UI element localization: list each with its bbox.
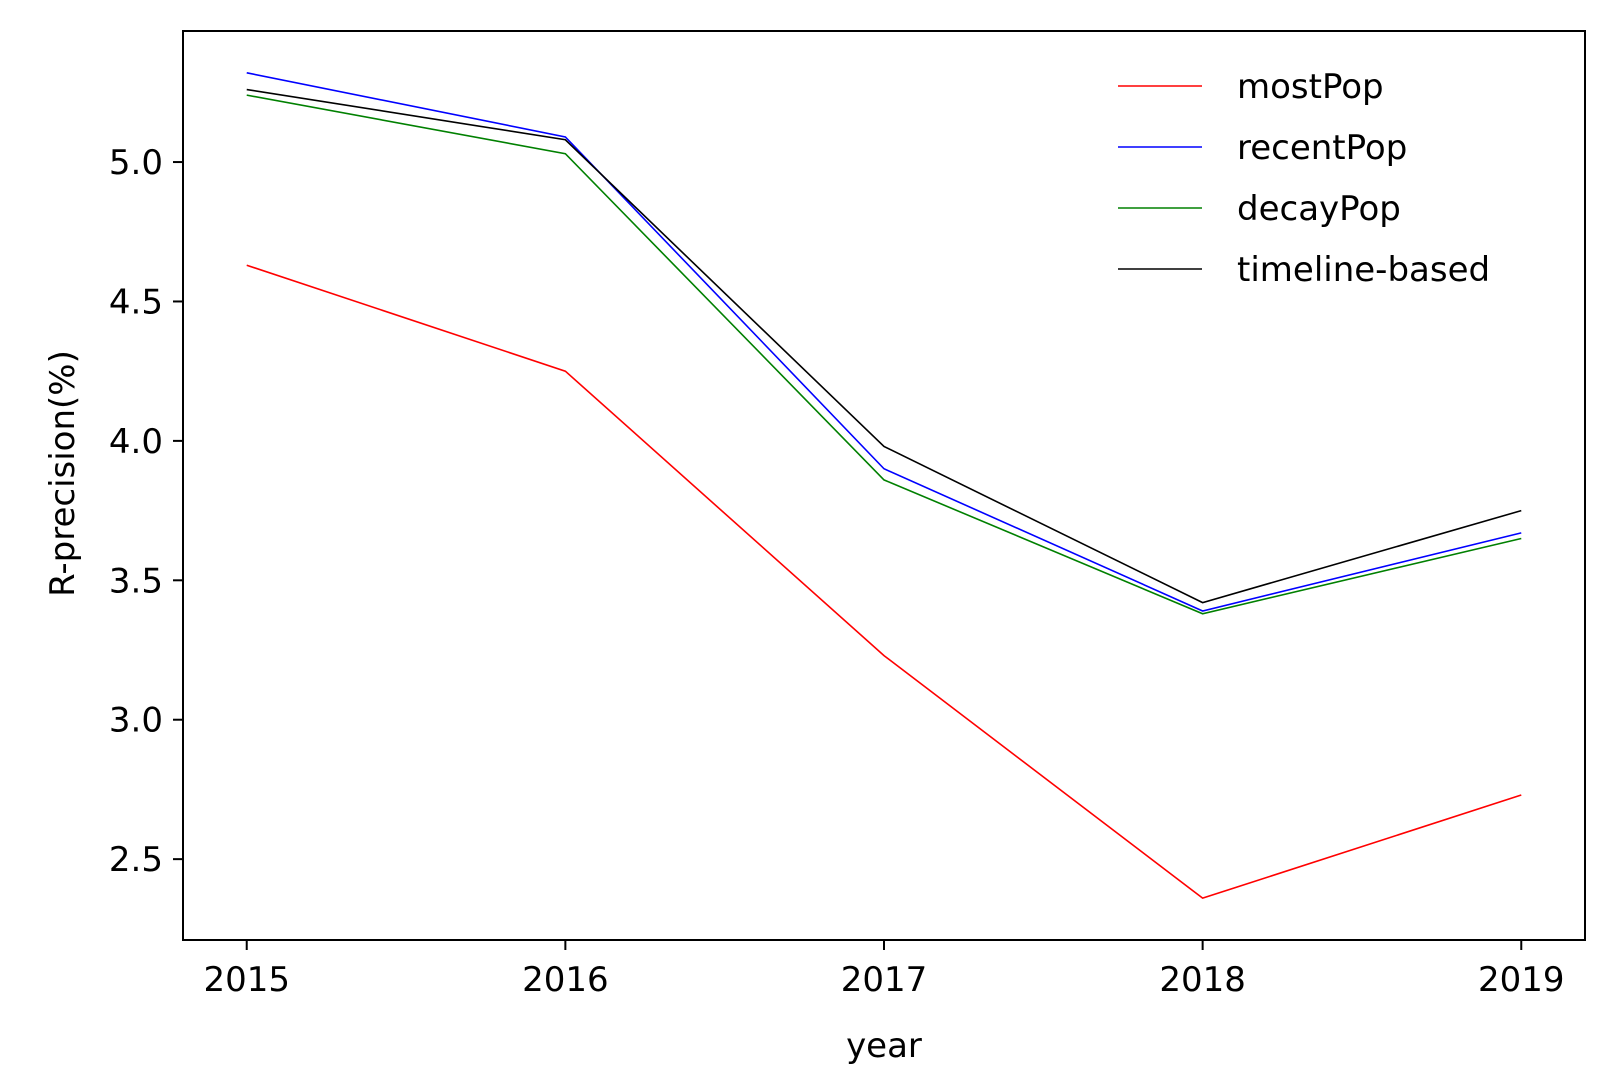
- legend-label: timeline-based: [1237, 250, 1490, 290]
- y-tick-label: 5.0: [109, 143, 163, 183]
- series-line-decaypop: [246, 94, 1522, 615]
- x-tick-label: 2015: [203, 960, 290, 1000]
- x-tick-label: 2019: [1478, 960, 1565, 1000]
- x-axis-label: year: [846, 1026, 922, 1066]
- y-tick-label: 4.0: [109, 422, 163, 462]
- legend-label: recentPop: [1237, 128, 1407, 168]
- legend: mostPop recentPop decayPop timeline-based: [1118, 67, 1490, 290]
- x-tick-label: 2017: [841, 960, 928, 1000]
- y-tick-label: 3.5: [109, 561, 163, 601]
- legend-label: decayPop: [1237, 189, 1401, 229]
- axes: 2015 2016 2017 2018 2019 2.5 3.0 3.5 4.0 4.5 5.0: [109, 30, 1586, 1000]
- legend-label: mostPop: [1237, 67, 1384, 107]
- y-axis-label: R-precision(%): [43, 350, 83, 597]
- series-line-timeline-based: [246, 88, 1522, 604]
- y-tick-label: 4.5: [109, 282, 163, 322]
- x-tick-label: 2018: [1159, 960, 1246, 1000]
- series-line-mostpop: [246, 264, 1522, 900]
- series-line-recentpop: [246, 72, 1522, 612]
- y-tick-label: 2.5: [109, 840, 163, 880]
- x-tick-label: 2016: [522, 960, 609, 1000]
- y-tick-label: 3.0: [109, 701, 163, 741]
- plot-area: [246, 72, 1522, 900]
